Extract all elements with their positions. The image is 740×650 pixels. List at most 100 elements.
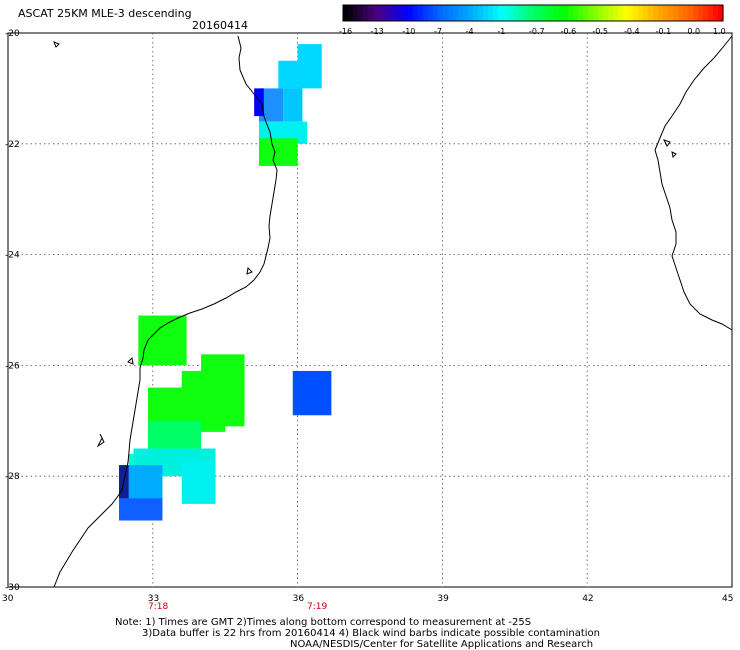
colorbar-cell — [503, 5, 509, 21]
data-cell — [283, 88, 303, 122]
colorbar-cell — [578, 5, 584, 21]
colorbar-cell — [488, 5, 494, 21]
colorbar-cell — [668, 5, 674, 21]
colorbar-label: -16 — [339, 27, 352, 36]
colorbar-cell — [588, 5, 594, 21]
colorbar-cell — [643, 5, 649, 21]
colorbar-label: -1 — [497, 27, 505, 36]
colorbar-cell — [568, 5, 574, 21]
colorbar-cell — [468, 5, 474, 21]
data-cell — [258, 138, 298, 166]
colorbar-cell — [533, 5, 539, 21]
x-tick-label: 30 — [2, 594, 14, 604]
y-axis-labels: -20 -22 -24 -26 -28 -30 — [5, 29, 20, 593]
colorbar-label: 1.0 — [713, 27, 726, 36]
y-tick-label: -26 — [5, 361, 20, 371]
colorbar-label: -4 — [466, 27, 474, 36]
map-date: 20160414 — [192, 19, 248, 32]
colorbar-cell — [583, 5, 589, 21]
x-tick-label: 45 — [722, 594, 733, 604]
colorbar-cell — [673, 5, 679, 21]
colorbar-cell — [608, 5, 614, 21]
colorbar-cell — [718, 5, 724, 21]
colorbar-cell — [353, 5, 359, 21]
colorbar-cell — [543, 5, 549, 21]
grid — [8, 33, 732, 587]
colorbar-cell — [683, 5, 689, 21]
x-tick-label: 36 — [293, 594, 305, 604]
y-tick-label: -22 — [5, 140, 20, 150]
colorbar-cell — [698, 5, 704, 21]
colorbar-cell — [398, 5, 404, 21]
colorbar-cell — [688, 5, 694, 21]
coastline — [53, 35, 733, 588]
colorbar-cell — [508, 5, 514, 21]
colorbar-cell — [453, 5, 459, 21]
data-cell — [181, 459, 216, 504]
colorbar-cell — [493, 5, 499, 21]
y-tick-label: -30 — [5, 583, 20, 593]
note-line-3: NOAA/NESDIS/Center for Satellite Applica… — [290, 639, 594, 650]
colorbar-cell — [373, 5, 379, 21]
colorbar-cell — [528, 5, 534, 21]
colorbar-cell — [513, 5, 519, 21]
colorbar-label: -0.7 — [529, 27, 545, 36]
colorbar-cell — [358, 5, 364, 21]
colorbar-label: -10 — [402, 27, 415, 36]
colorbar-cell — [343, 5, 349, 21]
colorbar-cell — [623, 5, 629, 21]
y-tick-label: -28 — [5, 472, 20, 482]
colorbar-cell — [648, 5, 654, 21]
colorbar-cell — [438, 5, 444, 21]
time-label-2: 7:19 — [307, 602, 327, 612]
colorbar-cell — [603, 5, 609, 21]
colorbar-cell — [663, 5, 669, 21]
colorbar-cell — [658, 5, 664, 21]
colorbar-cell — [408, 5, 414, 21]
colorbar-cell — [458, 5, 464, 21]
colorbar-cell — [348, 5, 354, 21]
colorbar-cell — [693, 5, 699, 21]
colorbar-cell — [678, 5, 684, 21]
colorbar-cell — [638, 5, 644, 21]
colorbar-cell — [713, 5, 719, 21]
colorbar-cell — [388, 5, 394, 21]
x-tick-label: 39 — [437, 594, 449, 604]
colorbar-cell — [598, 5, 604, 21]
x-tick-label: 42 — [582, 594, 593, 604]
colorbar-label: -0.4 — [624, 27, 640, 36]
data-cell — [147, 420, 202, 449]
colorbar-cell — [498, 5, 504, 21]
colorbar-cell — [413, 5, 419, 21]
y-tick-label: -24 — [5, 251, 20, 261]
note-line-2: 3)Data buffer is 22 hrs from 20160414 4)… — [142, 628, 600, 639]
colorbar-cell — [653, 5, 659, 21]
data-cell — [292, 370, 332, 416]
plot-frame — [7, 32, 733, 588]
colorbar-cell — [558, 5, 564, 21]
colorbar-cell — [703, 5, 709, 21]
colorbar: -16 -13 -10 -7 -4 -1 -0.7 -0.6 -0.5 -0.4 -0.1 0.0 1.… — [339, 4, 726, 36]
data-cell — [278, 60, 298, 89]
colorbar-cell — [448, 5, 454, 21]
colorbar-cell — [593, 5, 599, 21]
colorbar-cell — [423, 5, 429, 21]
colorbar-cell — [393, 5, 399, 21]
colorbar-cell — [433, 5, 439, 21]
x-axis-labels: 30 33 36 39 42 45 — [2, 594, 733, 604]
y-tick-label: -20 — [5, 29, 20, 39]
data-cell — [138, 315, 187, 366]
colorbar-label: -0.5 — [592, 27, 608, 36]
colorbar-label: -0.6 — [561, 27, 577, 36]
data-cell — [119, 498, 163, 521]
colorbar-cell — [553, 5, 559, 21]
colorbar-cell — [473, 5, 479, 21]
colorbar-cell — [563, 5, 569, 21]
colorbar-cell — [428, 5, 434, 21]
colorbar-cell — [368, 5, 374, 21]
colorbar-cell — [378, 5, 384, 21]
colorbar-cell — [548, 5, 554, 21]
colorbar-label: -0.1 — [656, 27, 672, 36]
colorbar-cell — [613, 5, 619, 21]
